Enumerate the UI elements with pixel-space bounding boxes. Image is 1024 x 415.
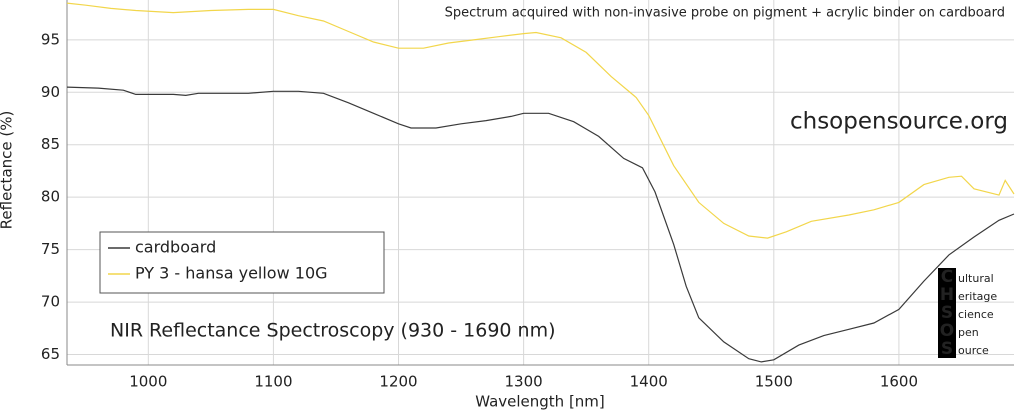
logo-letter: S <box>941 339 953 359</box>
legend-label: PY 3 - hansa yellow 10G <box>135 264 328 283</box>
legend-box <box>99 231 385 294</box>
y-tick-label: 80 <box>41 188 60 206</box>
x-tick-label: 1100 <box>254 373 292 391</box>
annotation: Spectrum acquired with non-invasive prob… <box>445 6 1005 21</box>
legend-label: cardboard <box>135 238 216 257</box>
logo-word: ultural <box>958 272 994 285</box>
logo-word: pen <box>958 326 979 339</box>
logo-word: eritage <box>958 290 997 303</box>
y-tick-label: 90 <box>41 83 60 101</box>
y-tick-label: 65 <box>41 345 60 363</box>
x-tick-label: 1500 <box>755 373 793 391</box>
website: chsopensource.org <box>790 109 1008 135</box>
logo-bar <box>938 268 956 358</box>
x-tick-label: 1600 <box>880 373 918 391</box>
logo-word: cience <box>958 308 994 321</box>
x-tick-label: 1200 <box>379 373 417 391</box>
y-axis-label: Reflectance (%) <box>0 111 16 230</box>
logo-letter: H <box>940 285 954 305</box>
y-tick-label: 75 <box>41 240 60 258</box>
series-line <box>66 2 1015 239</box>
logo-word: ource <box>958 344 989 357</box>
x-axis-label: Wavelength [nm] <box>475 393 605 411</box>
subtitle: NIR Reflectance Spectroscopy (930 - 1690… <box>110 320 556 342</box>
y-tick-label: 70 <box>41 293 60 311</box>
x-tick-label: 1300 <box>505 373 543 391</box>
x-tick-label: 1400 <box>630 373 668 391</box>
logo-letter: S <box>941 303 953 323</box>
y-tick-label: 95 <box>41 30 60 48</box>
logo-letter: C <box>941 267 953 287</box>
y-tick-label: 85 <box>41 135 60 153</box>
logo-letter: O <box>940 321 954 341</box>
x-tick-label: 1000 <box>129 373 167 391</box>
series-line <box>66 86 1015 363</box>
